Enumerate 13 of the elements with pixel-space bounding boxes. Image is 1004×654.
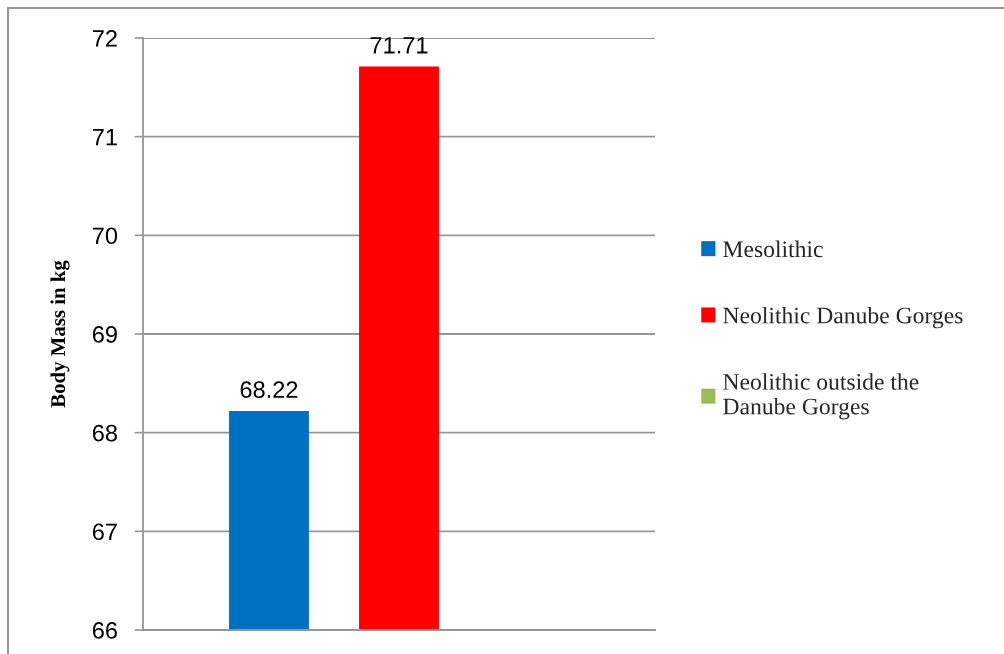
y-tick-label: 69: [92, 326, 117, 343]
data-label: 68.22: [240, 381, 298, 398]
y-axis-title: Body Mass in kg: [50, 260, 70, 408]
legend-label: Mesolithic: [723, 240, 823, 258]
y-tick-label: 70: [92, 227, 118, 245]
legend-label: Neolithic Danube Gorges: [723, 306, 963, 329]
y-tick-label: 72: [92, 30, 117, 47]
y-tick-label: 66: [92, 622, 117, 639]
y-tick-label: 71: [92, 128, 117, 146]
legend-label: Neolithic outside the Danube Gorges: [723, 373, 919, 420]
y-tick-label: 68: [92, 424, 117, 442]
data-label: 71.71: [370, 37, 428, 54]
y-tick-label: 67: [92, 523, 117, 541]
